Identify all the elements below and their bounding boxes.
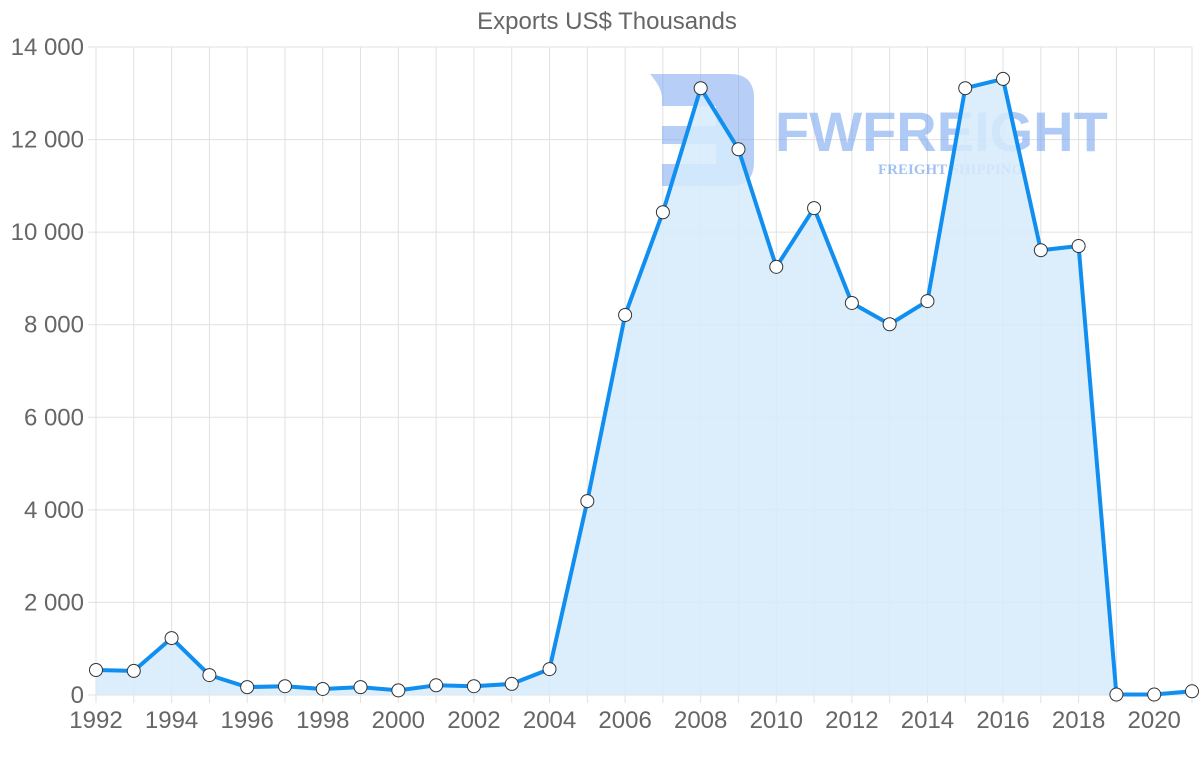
x-tick-label: 2002	[447, 707, 500, 734]
data-point-1995[interactable]	[202, 668, 217, 683]
data-point-2002[interactable]	[466, 679, 481, 694]
data-point-2012[interactable]	[844, 295, 859, 310]
chart-title: Exports US$ Thousands	[477, 8, 737, 35]
area-fill	[96, 78, 1192, 695]
data-point-2006[interactable]	[618, 307, 633, 322]
x-tick-label: 1992	[69, 707, 122, 734]
x-tick-label: 2006	[598, 707, 651, 734]
data-point-2013[interactable]	[882, 317, 897, 332]
data-point-1992[interactable]	[89, 663, 103, 678]
data-point-2016[interactable]	[996, 71, 1011, 86]
data-point-2000[interactable]	[391, 683, 406, 698]
y-tick-label: 2 000	[24, 589, 84, 616]
x-tick-label: 2000	[372, 707, 425, 734]
watermark-brand: FWFREIGHT	[775, 100, 1108, 163]
data-point-2008[interactable]	[693, 81, 708, 96]
x-tick-label: 2016	[976, 707, 1029, 734]
data-point-1994[interactable]	[164, 631, 179, 646]
data-point-2021[interactable]	[1185, 684, 1199, 699]
data-points	[89, 71, 1199, 702]
data-point-1997[interactable]	[277, 679, 292, 694]
x-tick-label: 1994	[145, 707, 198, 734]
data-point-2010[interactable]	[769, 259, 784, 274]
y-tick-label: 6 000	[24, 404, 84, 431]
x-tick-label: 2018	[1052, 707, 1105, 734]
data-point-2014[interactable]	[920, 294, 935, 309]
data-point-2005[interactable]	[580, 494, 595, 509]
y-tick-label: 10 000	[11, 219, 84, 246]
x-tick-label: 2004	[523, 707, 576, 734]
data-point-2007[interactable]	[655, 205, 670, 220]
x-tick-label: 2008	[674, 707, 727, 734]
data-point-2020[interactable]	[1147, 687, 1162, 702]
data-point-2011[interactable]	[807, 201, 822, 216]
y-tick-label: 8 000	[24, 312, 84, 339]
x-tick-label: 2012	[825, 707, 878, 734]
x-tick-label: 1996	[220, 707, 273, 734]
x-tick-label: 2010	[750, 707, 803, 734]
data-point-2019[interactable]	[1109, 687, 1124, 702]
x-tick-label: 2014	[901, 707, 954, 734]
data-point-2003[interactable]	[504, 676, 519, 691]
data-point-2015[interactable]	[958, 81, 973, 96]
x-tick-label: 2020	[1128, 707, 1181, 734]
data-point-2001[interactable]	[429, 678, 444, 693]
y-tick-label: 12 000	[11, 127, 84, 154]
y-axis: 0 2 000 4 000 6 000 8 000 10 000 12 000 14 000	[11, 34, 84, 709]
x-axis: 1992 1994 1996 1998 2000 2002 2004 2006 2008 2010…	[69, 707, 1181, 734]
y-tick-label: 4 000	[24, 497, 84, 524]
data-point-2017[interactable]	[1033, 243, 1048, 258]
x-tick-label: 1998	[296, 707, 349, 734]
data-point-1996[interactable]	[240, 680, 255, 695]
data-point-2009[interactable]	[731, 142, 746, 157]
data-point-2004[interactable]	[542, 662, 557, 677]
data-point-2018[interactable]	[1071, 239, 1086, 254]
data-point-1999[interactable]	[353, 680, 368, 695]
y-tick-label: 0	[71, 682, 84, 709]
data-point-1998[interactable]	[315, 681, 330, 696]
data-point-1993[interactable]	[126, 663, 141, 678]
y-tick-label: 14 000	[11, 34, 84, 61]
